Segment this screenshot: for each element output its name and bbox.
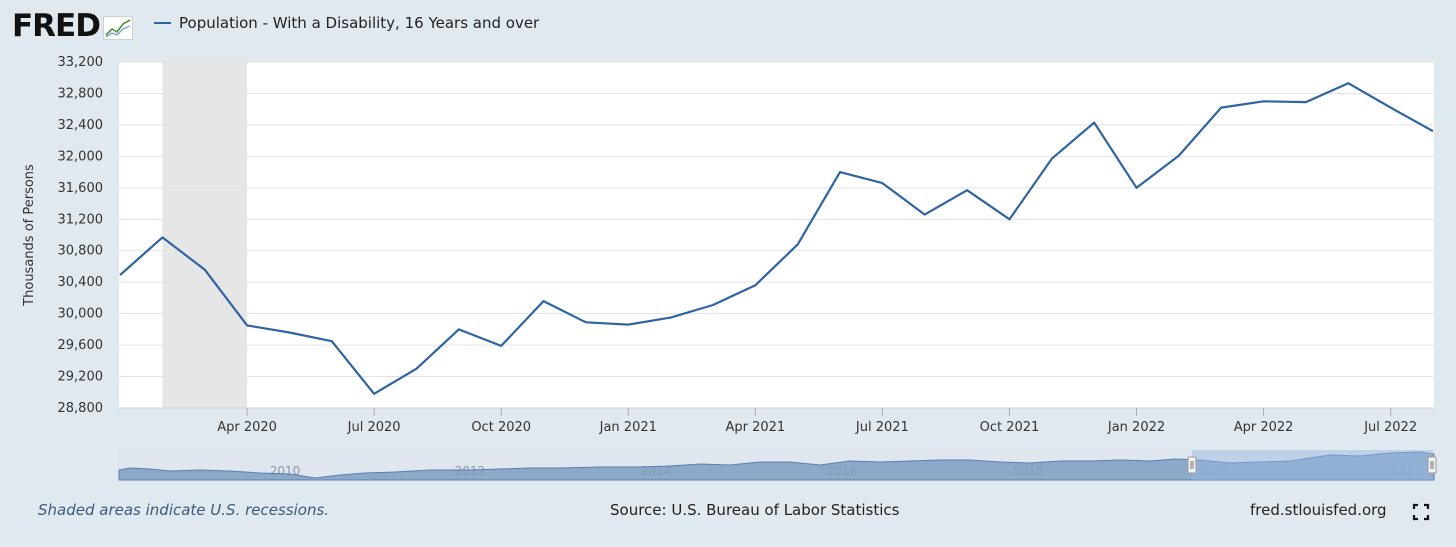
data-point-2022-02[interactable] (1176, 153, 1182, 159)
data-point-2021-10[interactable] (1006, 216, 1012, 222)
data-point-2022-08[interactable] (1430, 128, 1436, 134)
data-point-2021-03[interactable] (710, 302, 716, 308)
data-point-2020-05[interactable] (286, 330, 292, 336)
data-point-2020-06[interactable] (329, 338, 335, 344)
data-point-2020-12[interactable] (583, 319, 589, 325)
chart-legend[interactable]: Population - With a Disability, 16 Years… (154, 14, 539, 32)
x-tick-label-8: Apr 2022 (1234, 420, 1294, 435)
y-tick-label-6: 31,200 (58, 212, 104, 227)
data-point-2020-04[interactable] (244, 322, 250, 328)
data-point-2020-10[interactable] (498, 343, 504, 349)
recession-shading-layer (162, 62, 248, 408)
trend-graph-icon (102, 16, 133, 40)
x-tick-label-7: Jan 2022 (1107, 420, 1165, 435)
y-tick-label-4: 30,400 (58, 275, 104, 290)
data-point-2021-08[interactable] (922, 212, 928, 218)
site-link[interactable]: fred.stlouisfed.org (1250, 501, 1387, 519)
series-layer[interactable] (117, 80, 1436, 397)
source-text: Source: U.S. Bureau of Labor Statistics (610, 501, 900, 519)
data-point-2021-12[interactable] (1091, 120, 1097, 126)
y-tick-label-2: 29,600 (58, 338, 104, 353)
x-tick-label-6: Oct 2021 (980, 420, 1040, 435)
data-point-2020-01[interactable] (117, 272, 123, 278)
plot-background (119, 62, 1434, 408)
legend-series-label: Population - With a Disability, 16 Years… (179, 14, 540, 32)
y-tick-label-11: 33,200 (58, 55, 104, 70)
data-point-2021-09[interactable] (964, 187, 970, 193)
x-axis-ticks: Apr 2020 Jul 2020 Oct 2020 Jan 2021 Apr 2021… (119, 407, 1434, 435)
fullscreen-icon[interactable] (1412, 503, 1430, 521)
x-tick-label-2: Oct 2020 (471, 420, 531, 435)
y-tick-label-7: 31,600 (58, 181, 104, 196)
chart-area[interactable]: 28,800 29,200 29,600 30,000 30,400 30,800 31,2… (0, 52, 1456, 492)
data-point-2022-06[interactable] (1345, 80, 1351, 86)
x-tick-label-5: Jul 2021 (855, 420, 909, 435)
x-tick-label-4: Apr 2021 (725, 420, 785, 435)
data-point-2020-11[interactable] (541, 298, 547, 304)
data-point-2022-01[interactable] (1134, 185, 1140, 191)
y-tick-label-10: 32,800 (58, 86, 104, 101)
x-tick-label-3: Jan 2021 (599, 420, 657, 435)
y-tick-label-8: 32,000 (58, 149, 104, 164)
data-point-2020-02[interactable] (159, 234, 165, 240)
data-point-2022-03[interactable] (1218, 105, 1224, 111)
data-point-2020-09[interactable] (456, 326, 462, 332)
navigator-left-handle[interactable] (1187, 456, 1197, 474)
series-line-0[interactable] (119, 82, 1434, 395)
data-point-2022-04[interactable] (1261, 98, 1267, 104)
range-navigator[interactable]: 2010201220142016201820202022 (118, 450, 1437, 481)
y-axis-ticks: 28,800 29,200 29,600 30,000 30,400 30,800 31,2… (58, 55, 104, 416)
recession-note: Shaded areas indicate U.S. recessions. (38, 501, 330, 519)
data-point-2021-06[interactable] (837, 169, 843, 175)
navigator-selection[interactable] (1192, 450, 1433, 480)
data-point-2021-07[interactable] (879, 180, 885, 186)
grid-lines (119, 61, 1434, 409)
data-point-2021-02[interactable] (668, 315, 674, 321)
data-point-2020-03[interactable] (202, 267, 208, 273)
recession-band-0 (162, 62, 248, 408)
x-tick-label-0: Apr 2020 (217, 420, 277, 435)
legend-line-swatch (154, 22, 171, 24)
y-tick-label-9: 32,400 (58, 118, 104, 133)
data-point-2020-08[interactable] (413, 366, 419, 372)
navigator-series-area (118, 451, 1435, 481)
y-tick-label-3: 30,000 (58, 307, 104, 322)
logo-text: FRED (12, 8, 101, 44)
data-point-2021-04[interactable] (752, 282, 758, 288)
data-point-2020-07[interactable] (371, 391, 377, 397)
data-point-2021-05[interactable] (795, 241, 801, 247)
data-point-2022-05[interactable] (1303, 99, 1309, 105)
y-tick-label-5: 30,800 (58, 244, 104, 259)
data-point-2021-01[interactable] (625, 322, 631, 328)
fred-logo[interactable]: FRED (12, 8, 133, 44)
y-tick-label-1: 29,200 (58, 370, 104, 385)
chart-header: FRED Population - With a Disability, 16 … (0, 0, 1456, 52)
y-axis-label: Thousands of Persons (22, 164, 37, 307)
y-tick-label-0: 28,800 (58, 401, 104, 416)
data-point-2021-11[interactable] (1049, 156, 1055, 162)
x-tick-label-1: Jul 2020 (347, 420, 401, 435)
x-tick-label-9: Jul 2022 (1363, 420, 1417, 435)
navigator-right-handle[interactable] (1427, 456, 1437, 474)
data-point-2022-07[interactable] (1388, 105, 1394, 111)
